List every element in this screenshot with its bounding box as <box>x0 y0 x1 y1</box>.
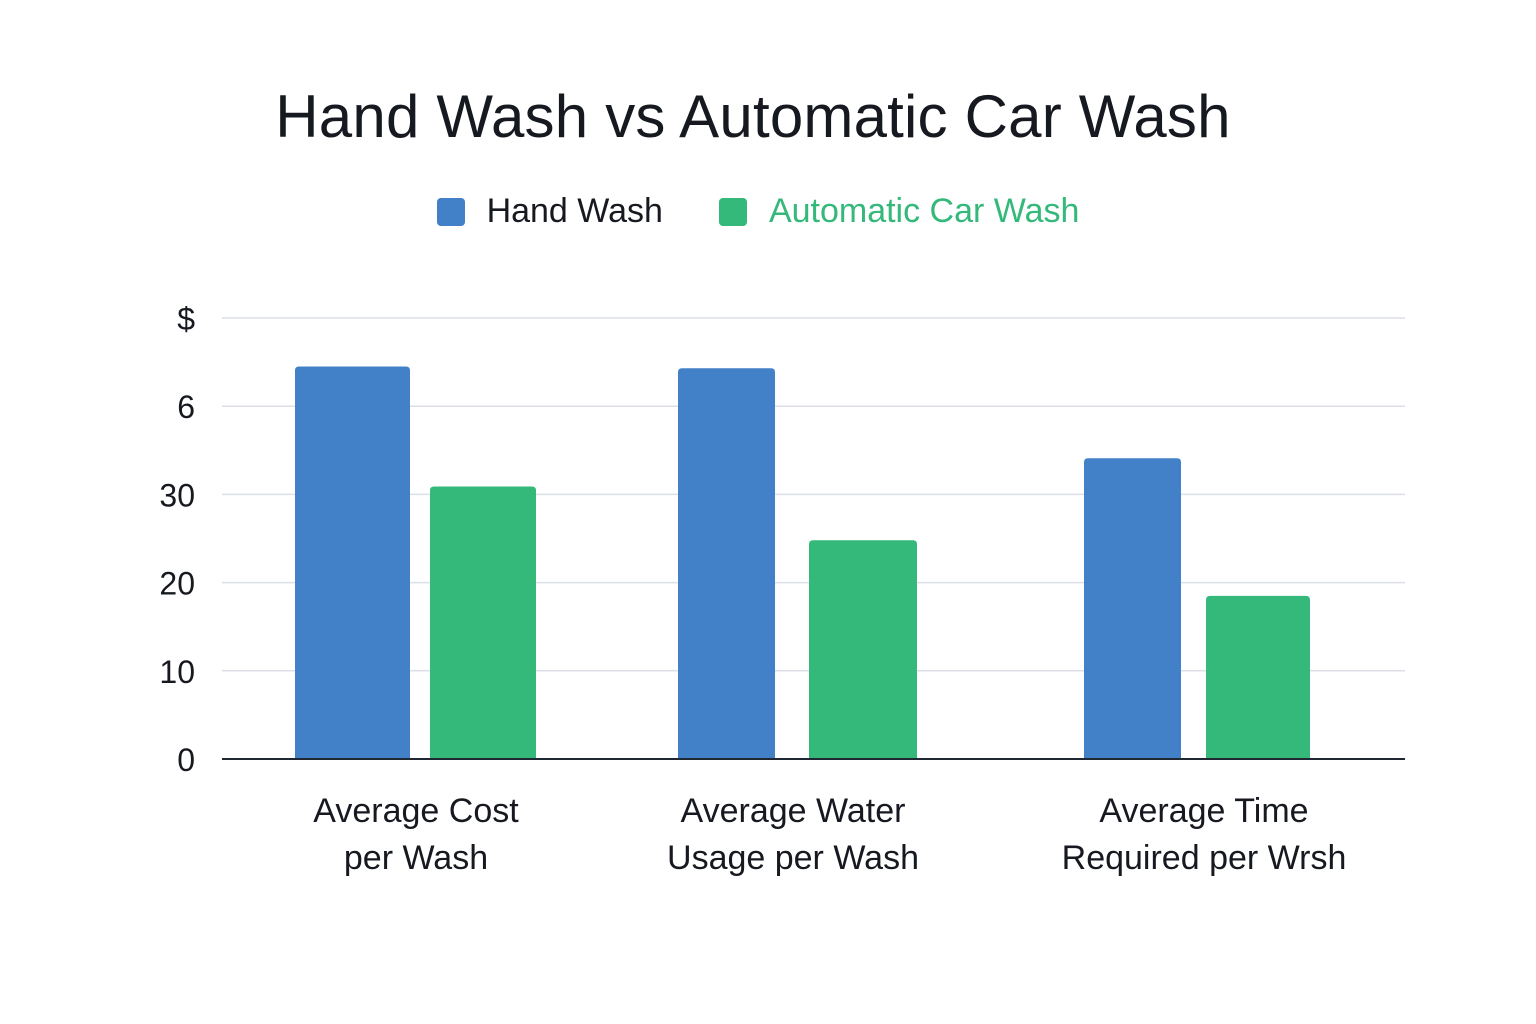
y-tick-label: 20 <box>159 566 195 602</box>
labels: 0 10 20 30 6 $ Average Cost per Wash Average Wat… <box>159 301 1346 877</box>
x-category-label: Required per Wrsh <box>1062 839 1347 877</box>
y-tick-label: 0 <box>177 742 195 778</box>
x-category-label: Average Cost <box>313 792 519 830</box>
bar-automatic-car-wash[interactable] <box>809 540 917 759</box>
y-tick-label: 6 <box>177 389 195 425</box>
legend-label-automatic-car-wash: Automatic Car Wash <box>768 192 1080 230</box>
legend-swatch-hand-wash <box>436 197 465 226</box>
y-tick-label: 10 <box>159 654 195 690</box>
bar-hand-wash[interactable] <box>295 366 410 759</box>
x-category-label: Usage per Wash <box>667 839 919 877</box>
chart-title: Hand Wash vs Automatic Car Wash <box>275 83 1231 150</box>
legend-label-hand-wash: Hand Wash <box>486 192 663 230</box>
y-tick-label: 30 <box>159 477 195 513</box>
legend-swatch-automatic-car-wash <box>718 197 747 226</box>
legend-item-automatic-car-wash[interactable]: Automatic Car Wash <box>718 192 1080 231</box>
legend: Hand Wash Automatic Car Wash <box>0 192 1516 231</box>
y-tick-label: $ <box>177 301 195 337</box>
bars <box>295 366 1310 759</box>
bar-hand-wash[interactable] <box>678 368 775 759</box>
x-category-label: per Wash <box>344 839 488 877</box>
bar-automatic-car-wash[interactable] <box>1206 595 1310 759</box>
x-category-label: Average Time <box>1099 792 1308 830</box>
x-category-label: Average Water <box>681 792 906 830</box>
bar-automatic-car-wash[interactable] <box>430 486 536 759</box>
bar-hand-wash[interactable] <box>1084 458 1181 759</box>
legend-item-hand-wash[interactable]: Hand Wash <box>436 192 663 231</box>
